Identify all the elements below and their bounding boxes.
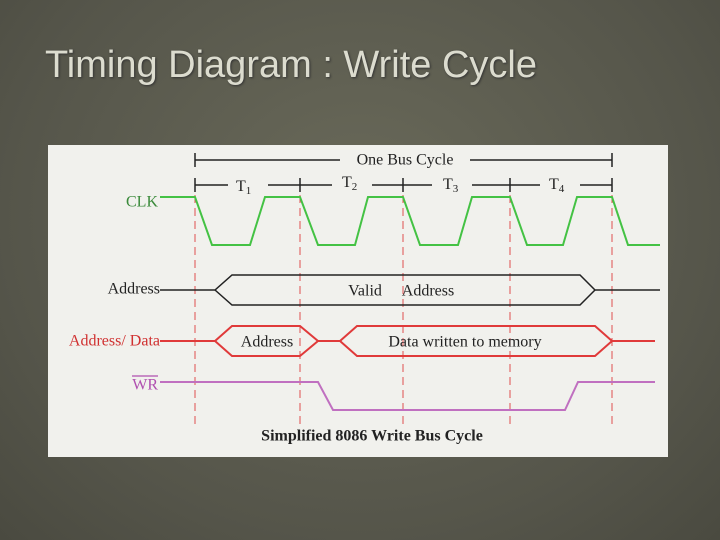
address-label: Valid — [348, 283, 382, 300]
bus-cycle-label: One Bus Cycle — [357, 152, 454, 169]
signal-label: WR — [132, 377, 158, 394]
signal-label: Address — [108, 281, 160, 298]
address-waveform — [160, 274, 660, 306]
caption: Simplified 8086 Write Bus Cycle — [261, 428, 483, 445]
ad-waveform — [160, 325, 655, 357]
signal-label: CLK — [126, 194, 158, 211]
address-label: Address — [402, 283, 454, 300]
period-label: T3 — [443, 176, 459, 195]
period-label: T2 — [342, 174, 357, 193]
signal-label: Address/ Data — [69, 333, 160, 350]
panel — [48, 145, 668, 457]
clk-waveform — [160, 196, 660, 246]
slide-title: Timing Diagram : Write Cycle — [45, 44, 537, 86]
ad-label: Address — [241, 334, 293, 351]
ad-label: Data written to memory — [388, 334, 541, 351]
period-label: T1 — [236, 178, 251, 197]
bus-cycle-marker — [194, 153, 613, 192]
wr-waveform — [160, 381, 655, 411]
period-label: T4 — [549, 176, 565, 195]
